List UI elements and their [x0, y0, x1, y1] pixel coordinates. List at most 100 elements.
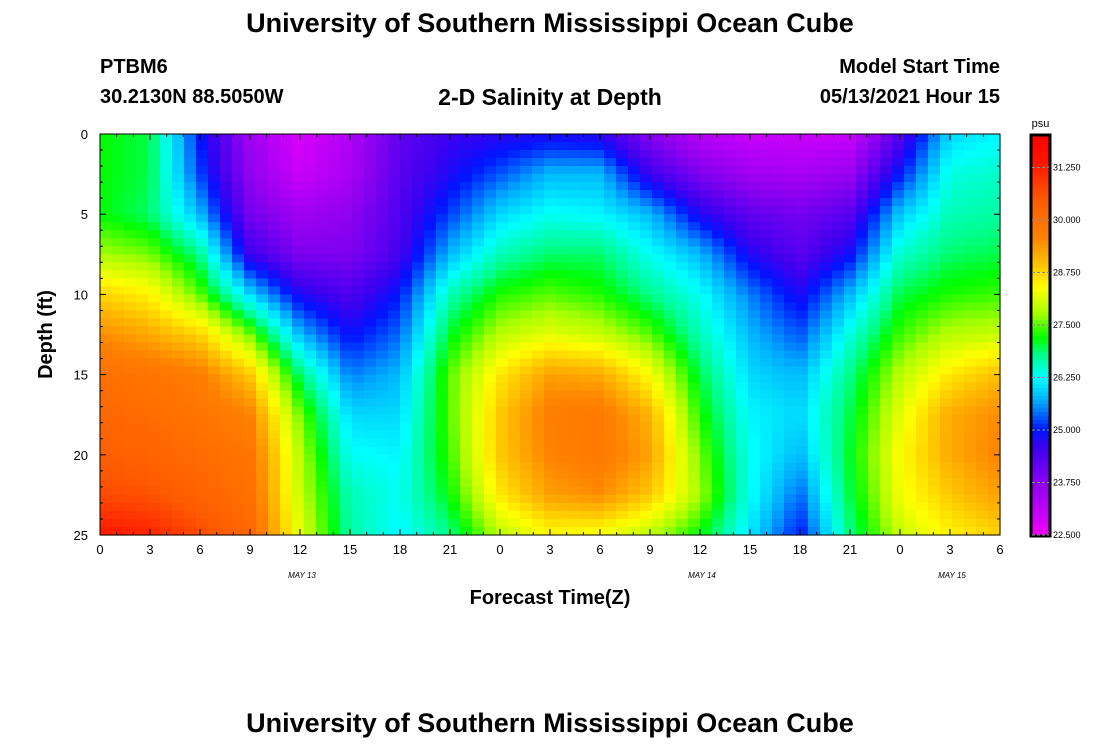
heatmap-cell: [112, 190, 125, 199]
heatmap-cell: [712, 166, 725, 175]
heatmap-cell: [688, 438, 701, 448]
date-label: MAY 15: [938, 571, 966, 580]
heatmap-cell: [616, 462, 629, 472]
heatmap-cell: [268, 430, 281, 440]
heatmap-cell: [292, 350, 305, 360]
heatmap-cell: [628, 398, 641, 408]
heatmap-cell: [700, 518, 713, 528]
colorbar-segment: [1032, 431, 1049, 436]
heatmap-cell: [112, 198, 125, 207]
heatmap-cell: [256, 350, 269, 360]
heatmap-cell: [460, 374, 473, 384]
heatmap-cell: [952, 374, 965, 384]
heatmap-cell: [172, 142, 185, 151]
heatmap-cell: [376, 302, 389, 312]
heatmap-cell: [112, 462, 125, 472]
heatmap-cell: [364, 182, 377, 191]
heatmap-cell: [472, 414, 485, 424]
heatmap-cell: [436, 198, 449, 207]
heatmap-cell: [868, 182, 881, 191]
heatmap-cell: [580, 246, 593, 255]
heatmap-cell: [388, 318, 401, 328]
heatmap-cell: [892, 350, 905, 360]
heatmap-cell: [340, 270, 353, 279]
heatmap-cell: [304, 166, 317, 175]
heatmap-cell: [496, 406, 509, 416]
heatmap-cell: [280, 142, 293, 151]
heatmap-cell: [724, 478, 737, 488]
heatmap-cell: [844, 390, 857, 400]
heatmap-cell: [412, 182, 425, 191]
heatmap-cell: [472, 182, 485, 191]
heatmap-cell: [112, 206, 125, 215]
heatmap-cell: [388, 398, 401, 408]
heatmap-cell: [592, 326, 605, 336]
heatmap-cell: [112, 422, 125, 432]
heatmap-cell: [928, 174, 941, 183]
heatmap-cell: [172, 278, 185, 287]
heatmap-cell: [568, 254, 581, 263]
heatmap-cell: [544, 182, 557, 191]
heatmap-cell: [292, 414, 305, 424]
heatmap-cell: [376, 454, 389, 464]
heatmap-cell: [340, 486, 353, 496]
heatmap-cell: [448, 222, 461, 231]
heatmap-cell: [592, 446, 605, 456]
heatmap-cell: [844, 518, 857, 528]
heatmap-cell: [964, 414, 977, 424]
heatmap-cell: [220, 206, 233, 215]
heatmap-cell: [508, 246, 521, 255]
heatmap-cell: [436, 350, 449, 360]
heatmap-cell: [712, 222, 725, 231]
heatmap-cell: [880, 422, 893, 432]
heatmap-cell: [676, 366, 689, 376]
heatmap-cell: [580, 262, 593, 271]
heatmap-cell: [724, 470, 737, 480]
heatmap-cell: [484, 166, 497, 175]
heatmap-cell: [964, 446, 977, 456]
heatmap-cell: [736, 390, 749, 400]
heatmap-cell: [448, 366, 461, 376]
heatmap-cell: [412, 166, 425, 175]
heatmap-cell: [232, 150, 245, 159]
heatmap-cell: [112, 502, 125, 512]
heatmap-cell: [796, 158, 809, 167]
heatmap-cell: [208, 318, 221, 328]
heatmap-cell: [772, 318, 785, 328]
heatmap-cell: [424, 494, 437, 504]
heatmap-cell: [940, 470, 953, 480]
heatmap-cell: [436, 422, 449, 432]
heatmap-cell: [712, 526, 725, 536]
heatmap-cell: [952, 302, 965, 312]
heatmap-cell: [124, 406, 137, 416]
heatmap-cell: [172, 382, 185, 392]
heatmap-cell: [460, 206, 473, 215]
heatmap-cell: [556, 502, 569, 512]
heatmap-cell: [364, 230, 377, 239]
heatmap-cell: [124, 510, 137, 520]
heatmap-cell: [820, 318, 833, 328]
heatmap-cell: [112, 310, 125, 320]
heatmap-cell: [292, 134, 305, 143]
heatmap-cell: [892, 526, 905, 536]
heatmap-cell: [376, 286, 389, 295]
heatmap-cell: [532, 198, 545, 207]
heatmap-cell: [796, 422, 809, 432]
heatmap-cell: [268, 454, 281, 464]
heatmap-cell: [160, 350, 173, 360]
heatmap-cell: [364, 318, 377, 328]
heatmap-cell: [124, 486, 137, 496]
heatmap-cell: [808, 462, 821, 472]
heatmap-cell: [904, 430, 917, 440]
heatmap-cell: [796, 494, 809, 504]
heatmap-cell: [580, 230, 593, 239]
heatmap-cell: [784, 374, 797, 384]
heatmap-cell: [112, 254, 125, 263]
heatmap-cell: [184, 182, 197, 191]
heatmap-cell: [400, 182, 413, 191]
heatmap-cell: [232, 270, 245, 279]
heatmap-cell: [292, 446, 305, 456]
heatmap-cell: [556, 182, 569, 191]
heatmap-cell: [472, 326, 485, 336]
heatmap-cell: [724, 198, 737, 207]
